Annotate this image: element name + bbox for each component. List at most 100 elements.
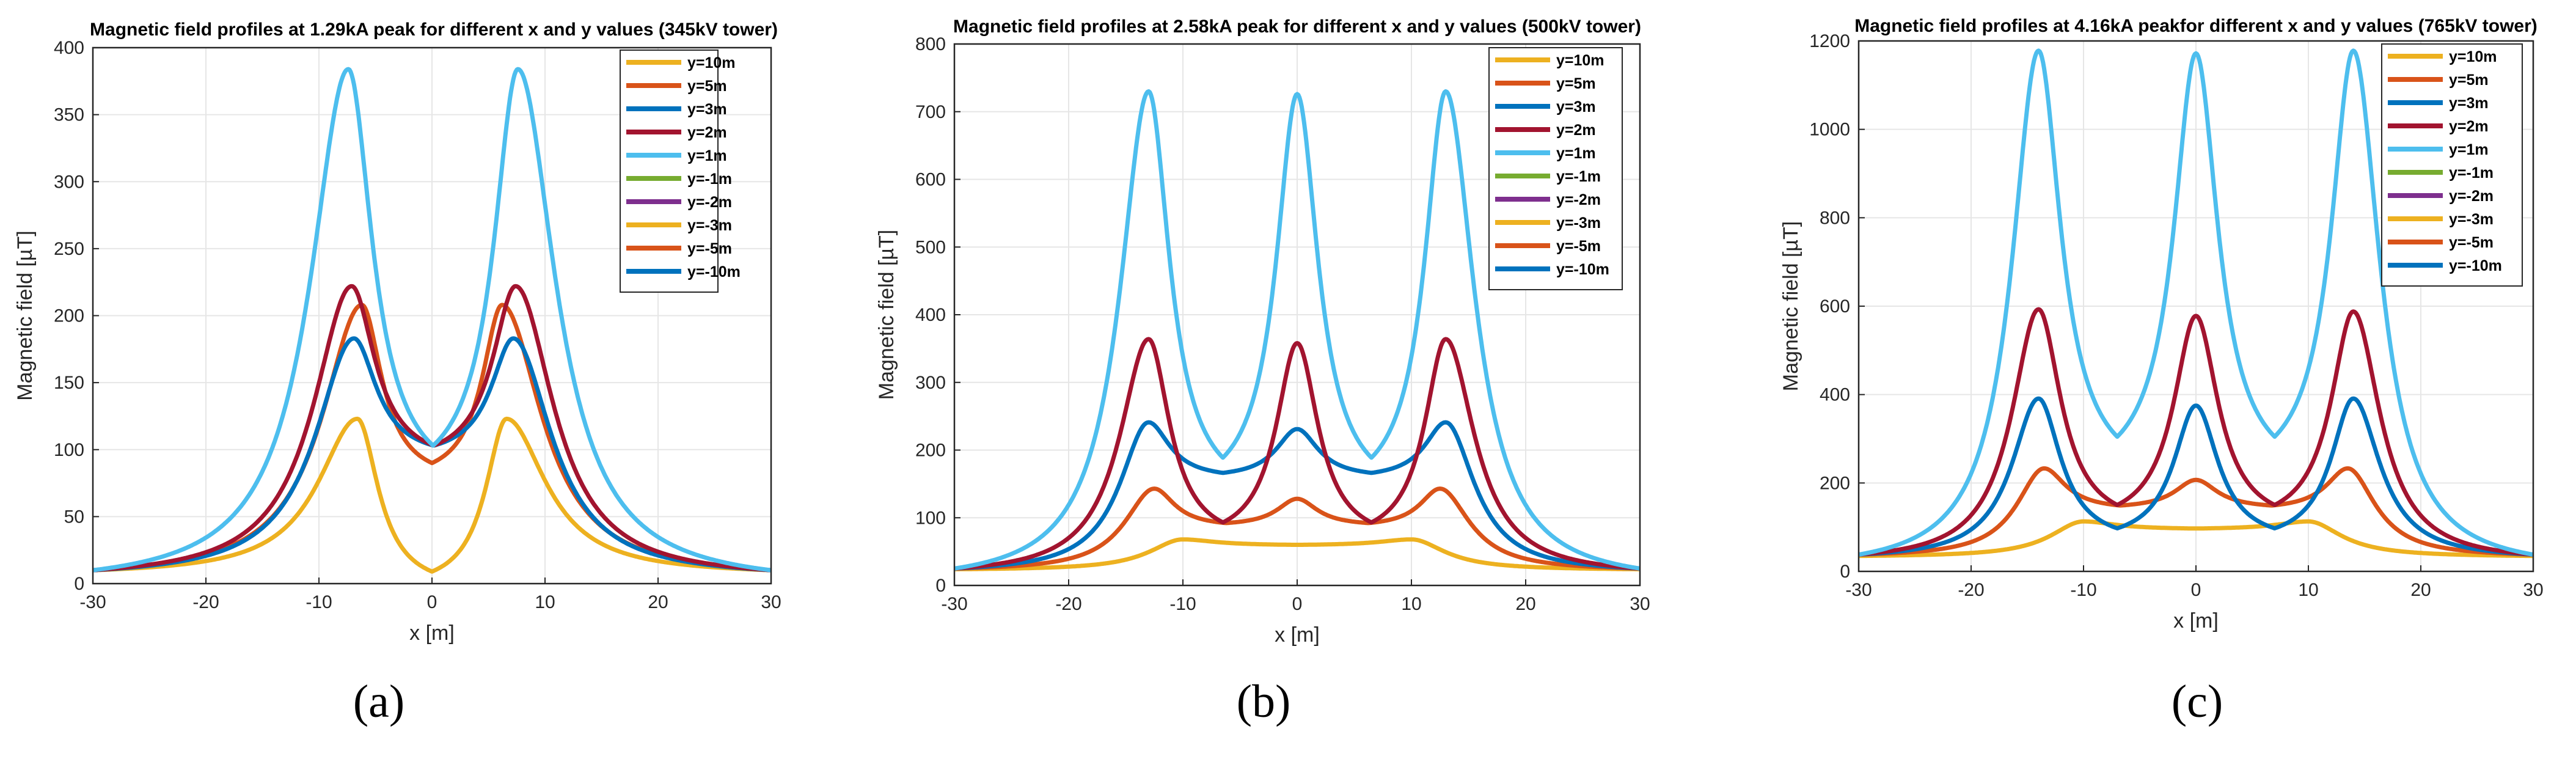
legend-entry: y=5m xyxy=(1556,75,1596,92)
legend-box xyxy=(2381,43,2523,287)
legend-entry: y=-1m xyxy=(2449,164,2494,182)
legend-entry: y=2m xyxy=(1556,122,1596,139)
series-line-y=1m xyxy=(1859,48,2533,557)
x-tick-label: 20 xyxy=(648,592,668,612)
chart-title: Magnetic field profiles at 2.58kA peak f… xyxy=(953,16,1641,37)
y-tick-label: 0 xyxy=(1840,562,1850,582)
chart-title: Magnetic field profiles at 1.29kA peak f… xyxy=(90,20,778,40)
legend-entry: y=10m xyxy=(1556,52,1605,69)
legend-entry: y=-5m xyxy=(2449,234,2494,251)
chart-panel-3: Magnetic field profiles at 4.16kA peakfo… xyxy=(1779,16,2544,632)
series-line-y=10m xyxy=(1859,519,2533,559)
legend-entry: y=-5m xyxy=(687,240,732,257)
y-tick-label: 400 xyxy=(54,38,84,58)
x-tick-label: 30 xyxy=(2523,580,2543,600)
legend-entry: y=-1m xyxy=(1556,168,1601,185)
x-tick-label: 30 xyxy=(761,592,781,612)
y-tick-label: 200 xyxy=(54,306,84,326)
y-tick-label: 400 xyxy=(915,305,946,325)
series-line-y=1m xyxy=(93,67,771,573)
x-tick-label: 0 xyxy=(1292,594,1303,614)
legend-entry: y=5m xyxy=(687,78,727,95)
y-tick-label: 800 xyxy=(915,34,946,54)
legend-entry: y=3m xyxy=(687,101,727,118)
y-axis-label: Magnetic field [µT] xyxy=(875,230,898,400)
legend-entry: y=-1m xyxy=(687,170,732,188)
y-axis-label: Magnetic field [µT] xyxy=(1779,221,1802,391)
x-axis-label: x [m] xyxy=(2173,609,2219,632)
legend-entry: y=-3m xyxy=(1556,215,1601,232)
y-tick-label: 600 xyxy=(915,170,946,190)
y-tick-label: 50 xyxy=(64,507,84,527)
legend-entry: y=-10m xyxy=(687,263,741,280)
legend-entry: y=2m xyxy=(2449,118,2489,135)
series-line-y=5m xyxy=(1859,466,2533,557)
legend-entry: y=-2m xyxy=(687,194,732,211)
y-tick-label: 500 xyxy=(915,237,946,257)
y-tick-label: 700 xyxy=(915,102,946,122)
legend-entry: y=1m xyxy=(2449,141,2489,158)
legend-entry: y=5m xyxy=(2449,72,2489,89)
y-tick-label: 800 xyxy=(1820,208,1850,228)
x-tick-label: -20 xyxy=(1055,594,1081,614)
legend-entry: y=-5m xyxy=(1556,238,1601,255)
legend-entry: y=10m xyxy=(687,54,736,72)
series-line-y=3m xyxy=(954,420,1640,571)
legend-entry: y=3m xyxy=(1556,98,1596,116)
x-tick-label: 10 xyxy=(535,592,555,612)
y-tick-label: 300 xyxy=(54,172,84,192)
chart-panel-2: Magnetic field profiles at 2.58kA peak f… xyxy=(875,16,1650,647)
chart-title: Magnetic field profiles at 4.16kA peakfo… xyxy=(1854,16,2538,36)
x-tick-label: -10 xyxy=(1169,594,1196,614)
legend-entry: y=3m xyxy=(2449,95,2489,112)
y-tick-label: 200 xyxy=(915,441,946,461)
legend-entry: y=-10m xyxy=(1556,261,1609,278)
x-tick-label: -30 xyxy=(79,592,106,612)
x-tick-label: 30 xyxy=(1630,594,1650,614)
legend-entry: y=10m xyxy=(2449,48,2497,65)
series-line-y=2m xyxy=(1859,307,2533,557)
y-tick-label: 100 xyxy=(915,508,946,528)
y-axis-label: Magnetic field [µT] xyxy=(13,230,37,400)
legend-entry: y=-2m xyxy=(2449,188,2494,205)
chart-panel-1: Magnetic field profiles at 1.29kA peak f… xyxy=(13,20,781,645)
legend-entry: y=1m xyxy=(687,147,727,164)
panel-caption-b: (b) xyxy=(1236,676,1291,727)
x-tick-label: 20 xyxy=(2410,580,2431,600)
legend-entry: y=-10m xyxy=(2449,257,2502,274)
y-tick-label: 100 xyxy=(54,440,84,460)
y-tick-label: 600 xyxy=(1820,296,1850,317)
series-line-y=10m xyxy=(93,416,771,574)
y-tick-label: 250 xyxy=(54,239,84,259)
y-tick-label: 1200 xyxy=(1809,31,1850,51)
legend-entry: y=1m xyxy=(1556,145,1596,162)
y-tick-label: 1000 xyxy=(1809,120,1850,140)
x-tick-label: -20 xyxy=(192,592,219,612)
y-tick-label: 150 xyxy=(54,373,84,393)
x-tick-label: 20 xyxy=(1515,594,1535,614)
series-line-y=3m xyxy=(1859,396,2533,557)
x-tick-label: 0 xyxy=(2191,580,2201,600)
y-tick-label: 200 xyxy=(1820,473,1850,493)
x-axis-label: x [m] xyxy=(1275,623,1320,647)
legend-entry: y=-3m xyxy=(687,217,732,234)
y-tick-label: 350 xyxy=(54,105,84,125)
series-line-y=2m xyxy=(954,337,1640,571)
legend-box xyxy=(1488,47,1623,290)
panel-caption-a: (a) xyxy=(353,676,405,727)
legend-box xyxy=(620,50,719,293)
y-tick-label: 300 xyxy=(915,373,946,393)
legend-entry: y=-3m xyxy=(2449,211,2494,228)
y-tick-label: 0 xyxy=(935,576,946,596)
x-tick-label: 10 xyxy=(2298,580,2318,600)
series-line-y=10m xyxy=(954,537,1640,571)
x-axis-label: x [m] xyxy=(409,622,455,645)
x-tick-label: -30 xyxy=(941,594,967,614)
series-line-y=1m xyxy=(954,89,1640,571)
legend-entry: y=-2m xyxy=(1556,191,1601,208)
panel-caption-c: (c) xyxy=(2171,676,2223,727)
x-tick-label: 0 xyxy=(427,592,437,612)
series-line-y=5m xyxy=(954,486,1640,571)
